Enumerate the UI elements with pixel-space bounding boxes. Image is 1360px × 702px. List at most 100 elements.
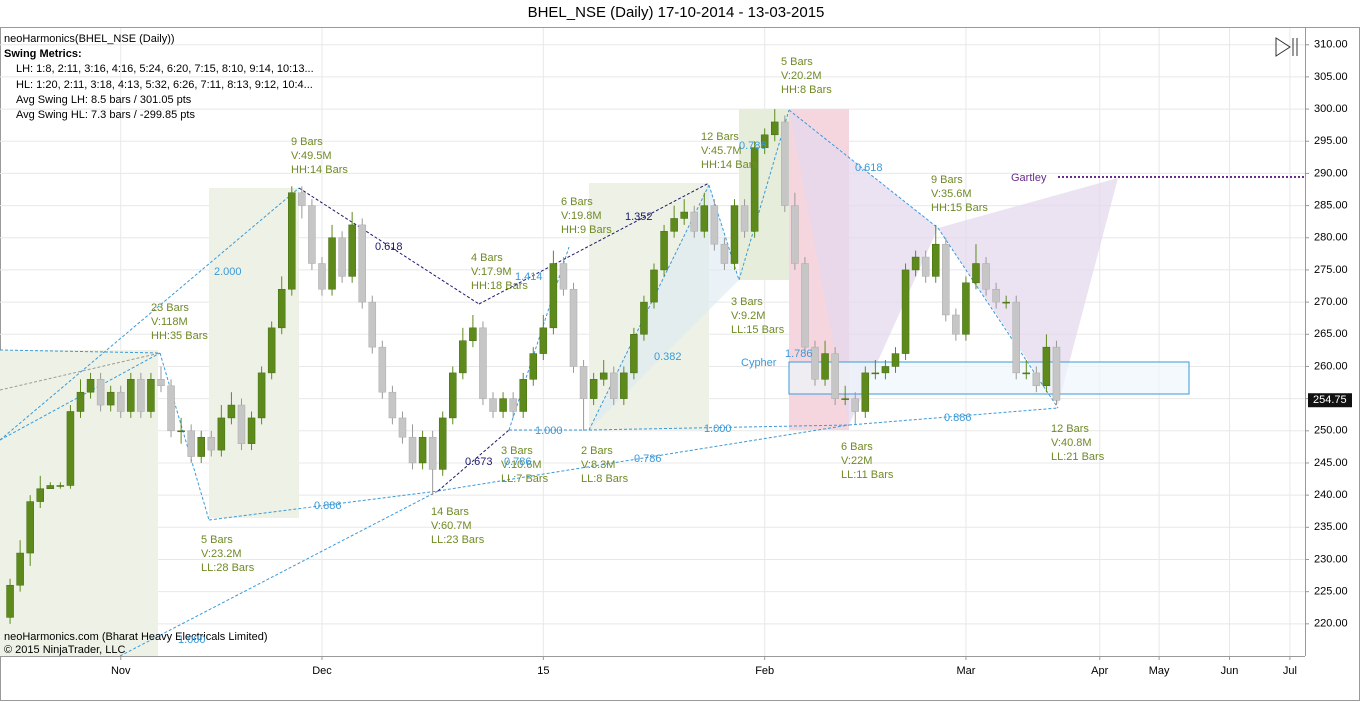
swing-annotation: 12 Bars <box>701 131 739 143</box>
x-tick-label: Nov <box>111 665 131 677</box>
metrics-line: Avg Swing LH: 8.5 bars / 301.05 pts <box>16 94 192 106</box>
y-tick-label: 230.00 <box>1314 553 1348 565</box>
pattern-line <box>788 109 939 229</box>
candle-body <box>257 372 266 419</box>
candles-layer <box>6 109 1061 624</box>
swing-annotation: V:17.9M <box>471 266 512 278</box>
candle-body <box>217 417 226 451</box>
candle-body <box>36 488 44 502</box>
metrics-line: HL: 1:20, 2:11, 3:18, 4:13, 5:32, 6:26, … <box>16 79 313 91</box>
candle-body <box>539 327 548 354</box>
metrics-line: LH: 1:8, 2:11, 3:16, 4:16, 5:24, 6:20, 7… <box>16 63 314 75</box>
candle-body <box>157 379 165 387</box>
swing-annotation: V:35.6M <box>931 188 972 200</box>
candle-body <box>428 436 437 470</box>
candle-body <box>378 346 387 393</box>
swing-annotation: LL:7 Bars <box>501 473 549 485</box>
indicator-name: neoHarmonics(BHEL_NSE (Daily)) <box>4 33 175 45</box>
metrics-title: Swing Metrics: <box>4 48 82 60</box>
candle-body <box>781 121 789 206</box>
candle-body <box>519 379 527 412</box>
swing-annotation: 5 Bars <box>201 534 233 546</box>
candle-body <box>599 372 608 380</box>
candle-body <box>277 288 286 329</box>
y-tick-label: 310.00 <box>1314 39 1348 51</box>
candle-body <box>962 282 970 335</box>
ratio-label: 1.414 <box>515 271 543 283</box>
swing-annotation: 14 Bars <box>431 506 469 518</box>
candle-body <box>549 263 558 329</box>
y-tick-label: 270.00 <box>1314 296 1348 308</box>
candle-body <box>147 379 155 412</box>
candle-body <box>841 398 849 400</box>
candle-body <box>449 372 457 419</box>
swing-annotation: HH:9 Bars <box>561 224 612 236</box>
candle-body <box>438 417 447 470</box>
swing-annotation: LL:21 Bars <box>1051 451 1105 463</box>
candle-body <box>589 379 598 399</box>
background-layer <box>0 28 1305 656</box>
ratio-label: 1.786 <box>785 348 813 360</box>
candle-body <box>86 379 95 393</box>
candle-body <box>1012 301 1020 374</box>
swing-annotation: 23 Bars <box>151 302 189 314</box>
footer-line: neoHarmonics.com (Bharat Heavy Electrica… <box>4 631 267 643</box>
candle-body <box>559 263 568 290</box>
candle-body <box>116 391 125 412</box>
text-layer: neoHarmonics(BHEL_NSE (Daily)) Swing Met… <box>4 33 1105 656</box>
candle-body <box>730 205 739 264</box>
swing-annotation: HH:15 Bars <box>931 202 988 214</box>
x-tick-label: Dec <box>312 665 332 677</box>
y-tick-label: 295.00 <box>1314 135 1348 147</box>
candle-body <box>227 404 236 419</box>
swing-annotation: HH:35 Bars <box>151 330 208 342</box>
candle-body <box>982 263 990 290</box>
x-tick-label: Jun <box>1221 665 1239 677</box>
candle-body <box>831 353 839 399</box>
pattern-line <box>0 349 161 354</box>
candle-body <box>700 205 709 232</box>
candle-body <box>167 385 175 432</box>
x-tick-label: May <box>1149 665 1170 677</box>
candle-body <box>861 372 870 412</box>
ratio-label: 0.618 <box>855 162 883 174</box>
candle-body <box>388 391 397 419</box>
candle-body <box>76 391 85 412</box>
pattern-line <box>437 429 510 492</box>
y-tick-label: 225.00 <box>1314 586 1348 598</box>
swing-annotation: 9 Bars <box>291 136 323 148</box>
chart-icon <box>1275 37 1298 57</box>
swing-annotation: V:10.6M <box>501 459 542 471</box>
y-tick-label: 305.00 <box>1314 71 1348 83</box>
candle-body <box>891 353 900 367</box>
y-tick-label: 245.00 <box>1314 457 1348 469</box>
candle-body <box>127 379 135 412</box>
candle-body <box>871 372 880 375</box>
y-tick-label: 235.00 <box>1314 521 1348 533</box>
candle-body <box>288 192 296 290</box>
candle-body <box>992 288 1000 303</box>
pattern-zone <box>938 178 1118 405</box>
candle-body <box>298 192 306 206</box>
ratio-label: 0.886 <box>944 412 972 424</box>
candle-body <box>881 366 890 374</box>
candle-body <box>720 243 729 264</box>
swing-annotation: V:9.2M <box>731 310 765 322</box>
y-tick-label: 265.00 <box>1314 328 1348 340</box>
y-tick-label: 250.00 <box>1314 425 1348 437</box>
ratio-label: 0.786 <box>739 140 767 152</box>
swing-annotation: 2 Bars <box>581 445 613 457</box>
pattern-label: Cypher <box>741 357 777 369</box>
candle-body <box>1002 301 1010 304</box>
ratio-label: 0.786 <box>504 456 532 468</box>
candle-body <box>579 366 588 399</box>
pattern-line <box>0 352 161 391</box>
candle-body <box>308 205 316 264</box>
x-tick-label: 15 <box>537 665 549 677</box>
candle-body <box>6 584 14 618</box>
candle-body <box>207 436 216 451</box>
y-tick-label: 220.00 <box>1314 618 1348 630</box>
candle-body <box>1022 372 1031 375</box>
candle-body <box>942 243 950 316</box>
